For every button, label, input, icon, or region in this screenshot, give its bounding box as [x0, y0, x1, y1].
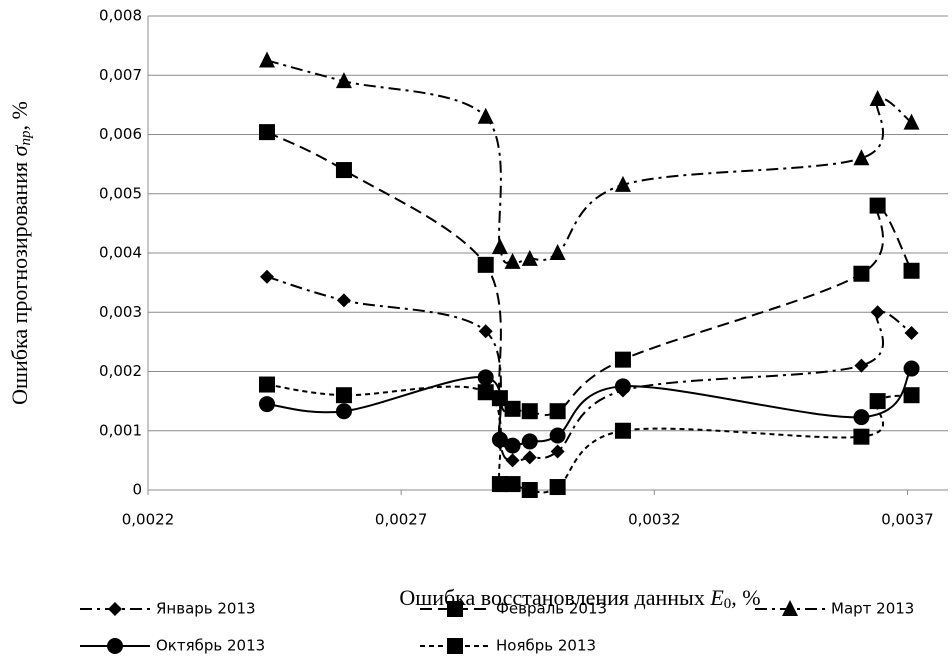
marker: [549, 244, 566, 260]
series-line: [266, 275, 913, 463]
marker: [447, 638, 463, 654]
marker: [869, 393, 886, 410]
marker: [477, 107, 494, 124]
marker: [477, 256, 494, 273]
marker: [504, 252, 521, 269]
marker: [335, 403, 352, 420]
marker: [614, 422, 631, 439]
x-label-unit: , %: [731, 585, 760, 610]
marker: [854, 358, 869, 373]
y-axis-label: Ошибка прогнозирования σпр, %: [7, 101, 34, 405]
marker: [504, 400, 521, 417]
marker: [336, 293, 351, 308]
marker: [491, 238, 508, 255]
marker: [258, 51, 275, 68]
marker: [521, 249, 538, 266]
marker: [870, 305, 885, 320]
y-label-text: Ошибка прогнозирования: [7, 156, 32, 404]
y-tick-label: 0: [132, 481, 142, 499]
y-tick-label: 0,001: [99, 421, 142, 439]
marker: [853, 428, 870, 445]
marker: [505, 453, 520, 468]
marker: [853, 409, 870, 426]
marker: [108, 602, 122, 616]
marker: [491, 476, 508, 493]
marker: [521, 403, 538, 420]
marker: [550, 444, 565, 459]
y-tick-label: 0,005: [99, 184, 142, 202]
marker: [258, 124, 275, 141]
y-tick-label: 0,004: [99, 244, 142, 262]
marker: [521, 482, 538, 498]
y-label-unit: , %: [7, 101, 32, 130]
marker: [903, 360, 920, 377]
marker: [504, 437, 521, 454]
legend-label: Январь 2013: [156, 600, 256, 618]
x-tick-label: 0,0027: [375, 511, 428, 529]
marker: [258, 376, 275, 393]
y-tick-label: 0,003: [99, 303, 142, 321]
legend-label: Февраль 2013: [496, 600, 607, 618]
marker: [853, 149, 870, 166]
marker: [477, 369, 494, 386]
marker: [549, 403, 566, 420]
y-label-subscript: пр: [18, 130, 34, 146]
marker: [521, 433, 538, 450]
marker: [549, 479, 566, 496]
marker: [903, 262, 920, 279]
legend-label: Октябрь 2013: [156, 637, 265, 655]
marker: [258, 396, 275, 413]
marker: [869, 197, 886, 214]
marker: [447, 601, 463, 617]
y-tick-label: 0,002: [99, 362, 142, 380]
marker: [904, 325, 919, 340]
x-label-subscript: 0: [724, 596, 732, 612]
legend-label: Ноябрь 2013: [496, 637, 596, 655]
x-label-symbol: E: [709, 585, 724, 610]
marker: [869, 89, 886, 106]
marker: [782, 600, 798, 616]
x-tick-label: 0,0022: [122, 511, 175, 529]
marker: [335, 387, 352, 404]
x-tick-label: 0,0032: [628, 511, 681, 529]
y-label-symbol: σ: [7, 144, 32, 156]
marker: [614, 351, 631, 368]
marker: [335, 162, 352, 179]
marker: [614, 378, 631, 395]
y-tick-label: 0,006: [99, 125, 142, 143]
marker: [259, 269, 274, 284]
y-tick-label: 0,007: [99, 66, 142, 84]
marker: [477, 384, 494, 401]
legend-label: Март 2013: [831, 600, 914, 618]
marker: [478, 324, 493, 339]
y-tick-label: 0,008: [99, 7, 142, 25]
marker: [107, 638, 123, 654]
marker: [522, 450, 537, 465]
marker: [549, 427, 566, 444]
x-tick-label: 0,0037: [881, 511, 934, 529]
marker: [903, 387, 920, 404]
marker: [903, 113, 920, 130]
series-line: [266, 131, 913, 417]
marker: [614, 175, 631, 192]
series-line: [266, 383, 912, 494]
marker: [335, 72, 352, 89]
series-line: [266, 59, 913, 264]
marker: [853, 265, 870, 282]
marker: [504, 476, 521, 493]
